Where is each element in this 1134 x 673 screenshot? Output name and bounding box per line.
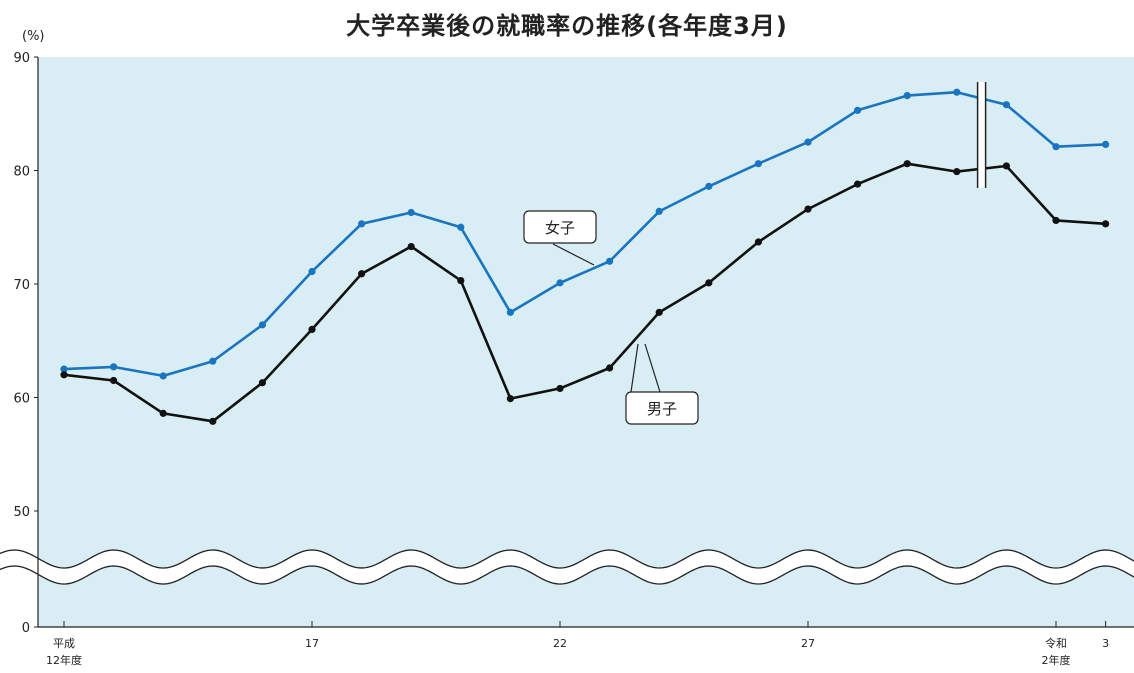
data-point bbox=[407, 242, 415, 251]
callout-female: 女子 bbox=[523, 210, 597, 266]
data-point bbox=[1102, 220, 1110, 228]
data-point bbox=[1102, 140, 1110, 148]
data-point bbox=[110, 376, 118, 385]
data-point bbox=[903, 91, 911, 100]
data-point bbox=[358, 220, 366, 228]
data-point bbox=[506, 395, 514, 403]
x-tick-label: 27 bbox=[801, 637, 815, 650]
data-point bbox=[159, 372, 167, 380]
y-axis-break-wave bbox=[0, 549, 1134, 585]
data-point bbox=[308, 325, 316, 333]
data-point bbox=[705, 182, 713, 190]
x-axis-break-mark bbox=[976, 82, 987, 188]
y-tick-label: 60 bbox=[13, 392, 30, 407]
data-point bbox=[110, 363, 118, 371]
x-tick-label: 令和 bbox=[1045, 636, 1067, 650]
data-point bbox=[804, 205, 812, 213]
data-point bbox=[1002, 162, 1011, 170]
y-tick-label: 90 bbox=[13, 51, 30, 66]
callout-male: 男子 bbox=[625, 343, 699, 425]
y-tick-label: 70 bbox=[13, 278, 30, 293]
data-point bbox=[705, 279, 713, 287]
series-line-0 bbox=[63, 90, 1106, 378]
data-point bbox=[953, 168, 961, 176]
data-point bbox=[606, 364, 614, 372]
data-point bbox=[606, 257, 614, 265]
chart-title: 大学卒業後の就職率の推移(各年度3月) bbox=[346, 12, 788, 40]
data-point bbox=[506, 308, 514, 316]
data-point bbox=[754, 160, 763, 168]
plot-background bbox=[38, 57, 1134, 627]
data-point bbox=[60, 371, 68, 379]
x-tick-label: 平成 bbox=[53, 637, 75, 650]
data-point bbox=[457, 223, 465, 231]
x-tick-label: 17 bbox=[305, 637, 319, 650]
data-point bbox=[804, 138, 812, 146]
x-tick-label: 22 bbox=[553, 637, 567, 650]
y-tick-label: 80 bbox=[13, 165, 30, 180]
callout-female-label: 女子 bbox=[545, 219, 575, 237]
data-point bbox=[159, 409, 167, 417]
data-point bbox=[258, 321, 266, 329]
data-point bbox=[457, 276, 465, 285]
data-point bbox=[209, 357, 217, 365]
y-tick-label: 50 bbox=[13, 505, 30, 520]
data-point bbox=[903, 160, 911, 168]
data-point bbox=[209, 417, 217, 425]
data-point bbox=[407, 208, 415, 217]
data-point bbox=[556, 279, 564, 287]
data-point bbox=[1002, 101, 1011, 109]
data-point bbox=[854, 180, 862, 188]
data-point bbox=[258, 379, 266, 387]
data-point bbox=[655, 207, 663, 215]
y-axis-unit-label: (%) bbox=[22, 29, 45, 44]
data-point bbox=[556, 384, 564, 393]
series-line-1 bbox=[63, 162, 1106, 423]
callout-male-label: 男子 bbox=[647, 400, 677, 418]
data-point bbox=[953, 88, 961, 96]
data-point bbox=[60, 365, 68, 373]
data-point bbox=[854, 106, 862, 114]
x-tick-label: 2年度 bbox=[1042, 653, 1071, 667]
x-tick-label: 3 bbox=[1102, 637, 1109, 650]
x-tick-label: 12年度 bbox=[46, 653, 82, 667]
y-tick-label: 0 bbox=[22, 621, 30, 636]
data-point bbox=[308, 267, 316, 276]
data-point bbox=[1052, 143, 1060, 151]
data-point bbox=[1052, 216, 1060, 225]
data-point bbox=[358, 270, 366, 278]
data-point bbox=[655, 308, 663, 316]
data-point bbox=[754, 238, 763, 246]
